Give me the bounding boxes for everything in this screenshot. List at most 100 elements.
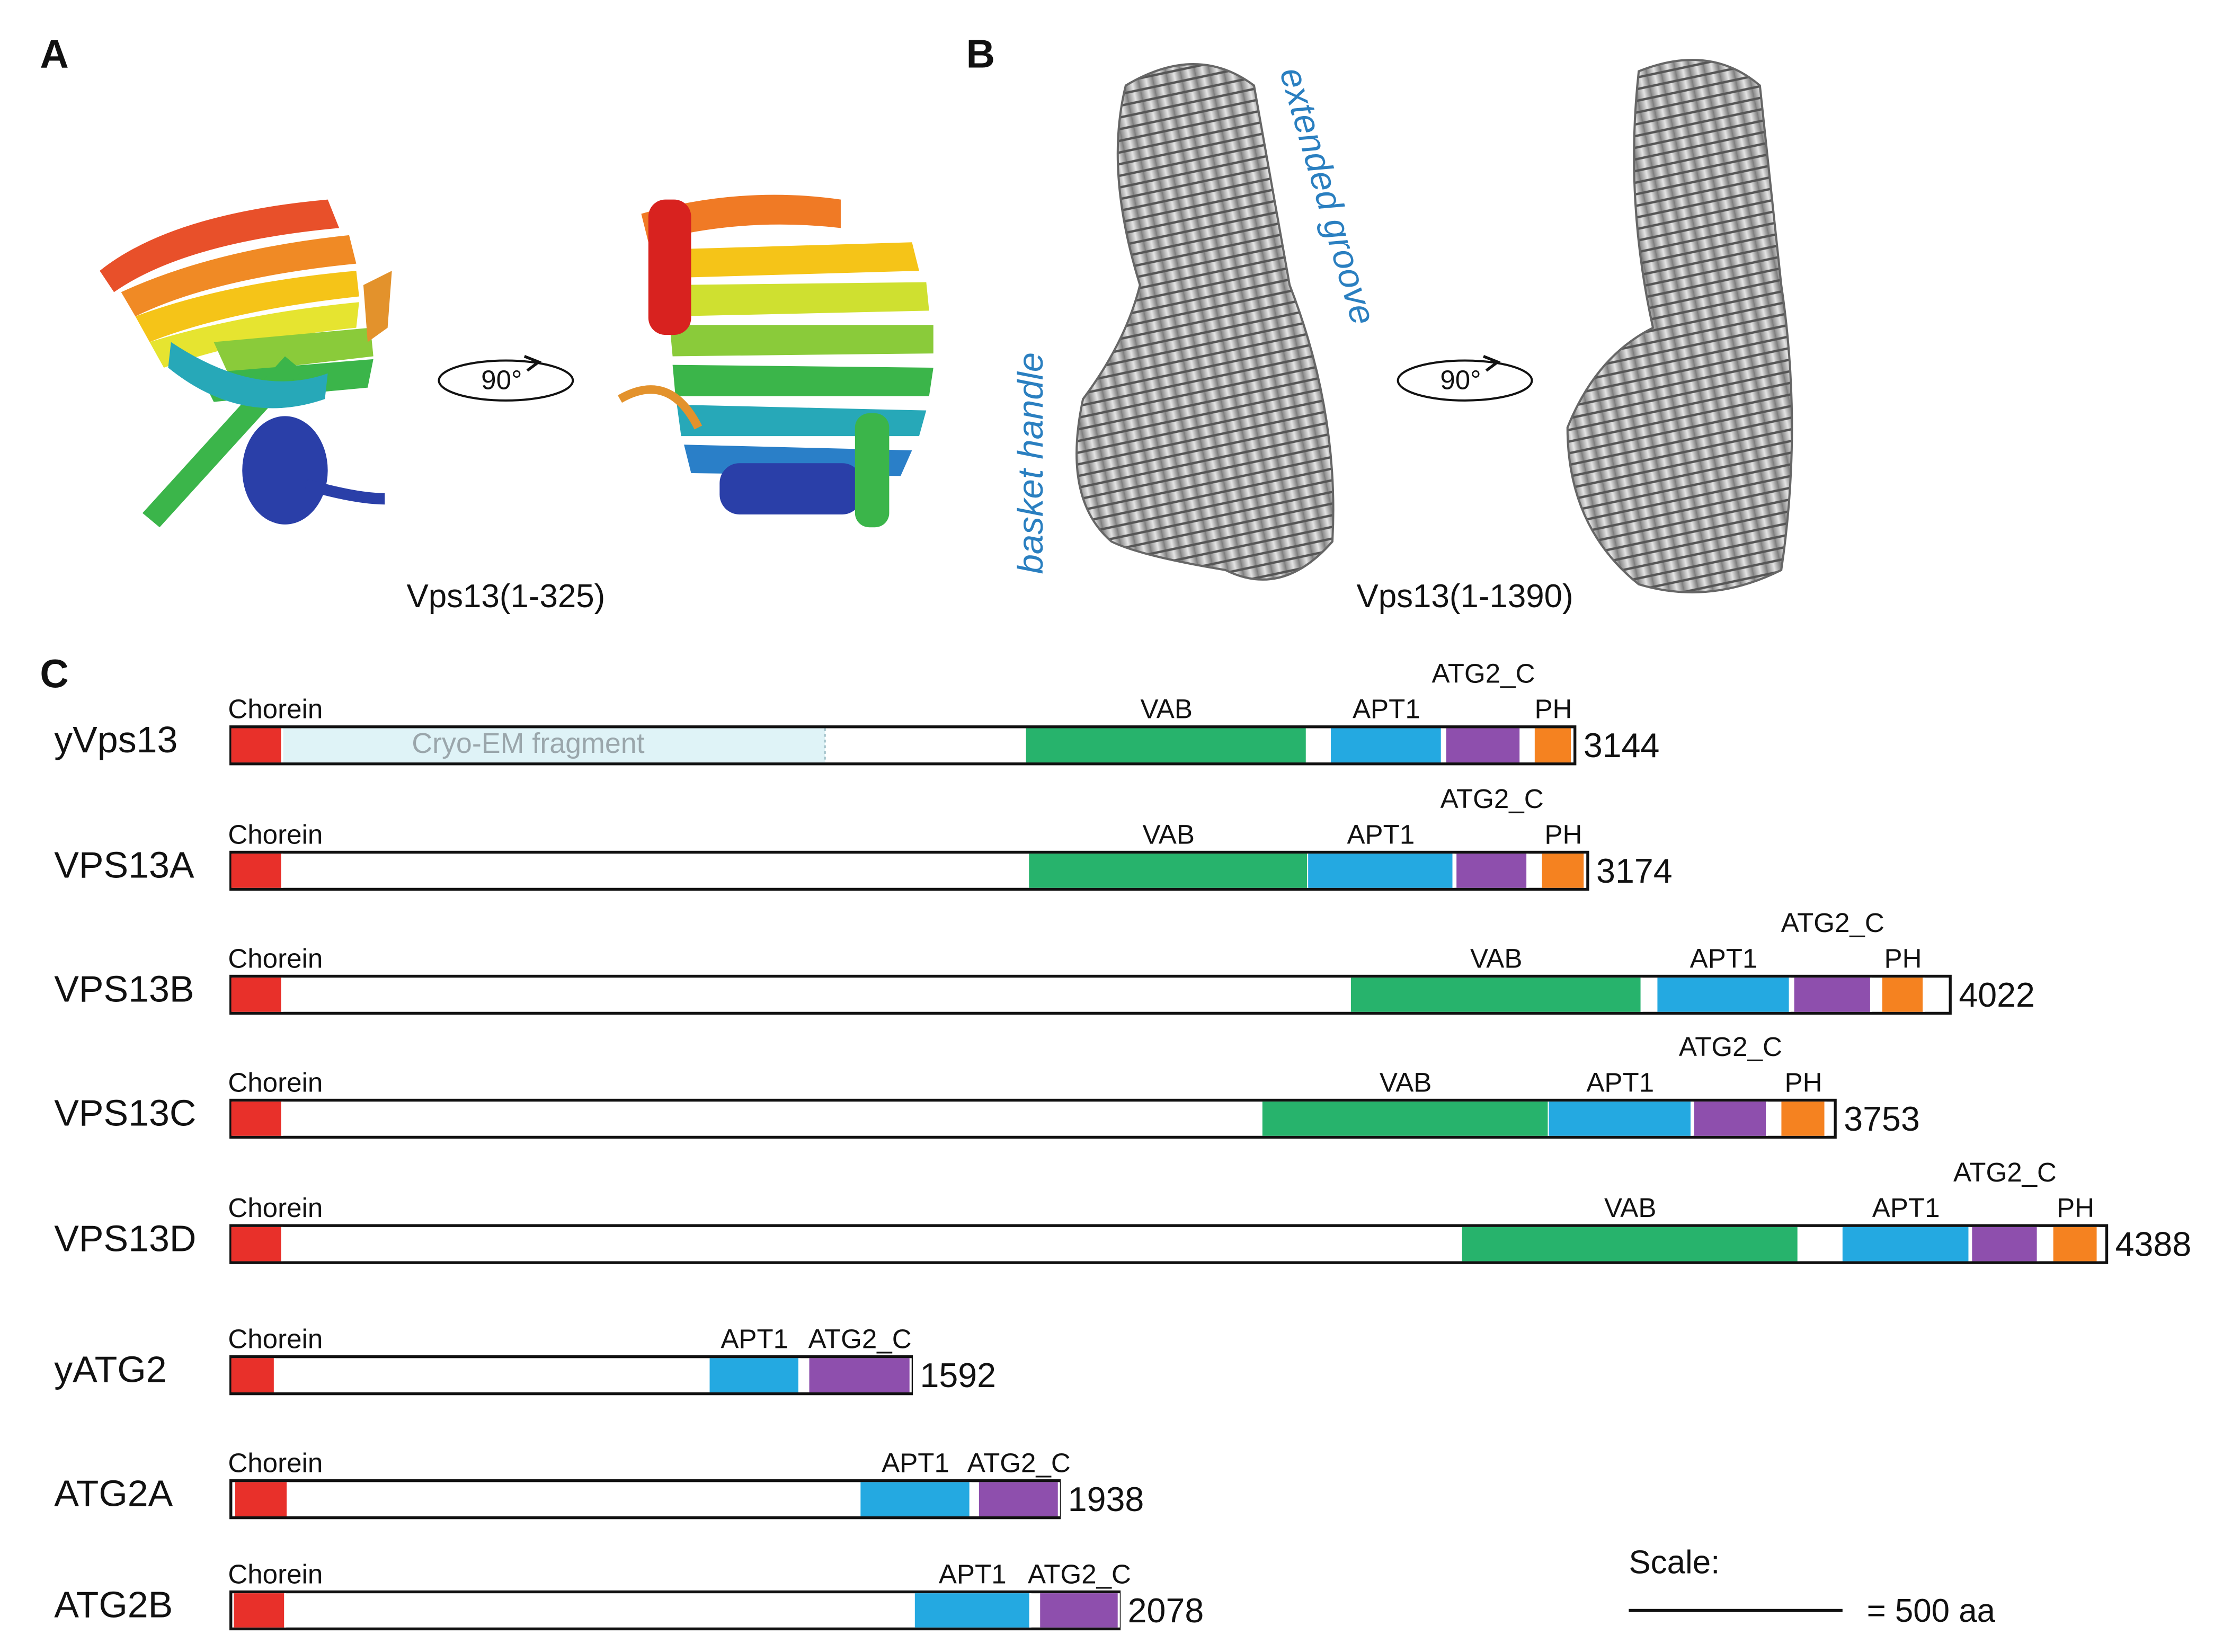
protein-name: VPS13B <box>54 969 194 1010</box>
protein-length: 1938 <box>1068 1480 1144 1518</box>
domain <box>1842 1227 1970 1262</box>
protein-name: VPS13D <box>54 1218 196 1259</box>
domain-label: Chorein <box>228 819 323 849</box>
domain <box>979 1482 1059 1516</box>
scale-title: Scale: <box>1629 1544 1720 1581</box>
domain-label: APT1 <box>1872 1193 1940 1223</box>
domain <box>2053 1227 2098 1262</box>
domain <box>1694 1102 1767 1136</box>
domain <box>231 1102 282 1136</box>
domain <box>231 728 282 763</box>
domain-label: APT1 <box>1353 694 1420 724</box>
protein-bar <box>229 1224 2109 1264</box>
domain <box>1657 978 1790 1012</box>
domain-label: VAB <box>1604 1193 1656 1223</box>
domain <box>1040 1593 1119 1628</box>
domain-label: VAB <box>1140 694 1192 724</box>
domain <box>231 978 282 1012</box>
scale-label: = 500 aa <box>1867 1593 1996 1629</box>
domain-label: ATG2_C <box>808 1324 912 1354</box>
domain-label: PH <box>1785 1067 1822 1097</box>
domain <box>1029 854 1309 888</box>
domain-label: VAB <box>1380 1067 1431 1097</box>
protein-length: 3144 <box>1584 726 1660 765</box>
domain <box>235 1482 288 1516</box>
caption: Vps13(1-325) <box>406 578 605 615</box>
domain-label: PH <box>1534 694 1572 724</box>
domain-label: Chorein <box>228 1559 323 1589</box>
protein-name: yATG2 <box>54 1349 166 1390</box>
protein-name: yVps13 <box>54 719 177 760</box>
protein-length: 4388 <box>2115 1225 2192 1264</box>
structure-a-left <box>100 199 392 528</box>
annotation: basket handle <box>1011 352 1051 574</box>
protein-name: VPS13C <box>54 1093 196 1134</box>
domain-label: PH <box>2057 1193 2094 1223</box>
domain <box>234 1593 286 1628</box>
domain-label: Chorein <box>228 1067 323 1097</box>
domain <box>1534 728 1572 763</box>
domain <box>231 1227 282 1262</box>
domain-label: Chorein <box>228 1324 323 1354</box>
domain <box>1308 854 1454 888</box>
domain <box>1794 978 1871 1012</box>
domain-label: ATG2_C <box>1028 1559 1131 1589</box>
domain <box>231 854 282 888</box>
domain-label: ATG2_C <box>1679 1032 1782 1062</box>
density-map-right <box>1566 59 1793 593</box>
domain-label: APT1 <box>939 1559 1007 1589</box>
domain-label: ATG2_C <box>1432 658 1535 688</box>
domain <box>1456 854 1528 888</box>
domain <box>809 1358 911 1392</box>
domain-label: APT1 <box>882 1448 949 1478</box>
protein-name: ATG2B <box>54 1584 173 1626</box>
domain <box>231 1358 275 1392</box>
domain-label: VAB <box>1470 943 1522 973</box>
domain <box>1462 1227 1799 1262</box>
domain <box>1026 728 1307 763</box>
domain <box>709 1358 799 1392</box>
domain-label: Chorein <box>228 694 323 724</box>
domain <box>1882 978 1924 1012</box>
domain-label: APT1 <box>1347 819 1415 849</box>
protein-name: VPS13A <box>54 845 194 886</box>
structure-a-right <box>618 194 933 528</box>
domain-label: PH <box>1544 819 1582 849</box>
domain-label: Chorein <box>228 943 323 973</box>
domain-label: ATG2_C <box>967 1448 1071 1478</box>
panel-label: B <box>966 32 995 76</box>
domain-label: Chorein <box>228 1193 323 1223</box>
density-map-left <box>1075 63 1335 581</box>
protein-name: ATG2A <box>54 1473 173 1514</box>
domain <box>860 1482 971 1516</box>
domain-label: APT1 <box>1690 943 1758 973</box>
domain-label: VAB <box>1142 819 1194 849</box>
domain <box>1262 1102 1549 1136</box>
protein-length: 2078 <box>1128 1592 1204 1630</box>
protein-length: 1592 <box>920 1356 996 1395</box>
domain-label: PH <box>1884 943 1922 973</box>
fragment <box>231 728 825 763</box>
protein-length: 3174 <box>1596 852 1673 890</box>
protein-length: 3753 <box>1844 1100 1920 1138</box>
rotation-symbol: 90° <box>1397 354 1533 402</box>
fragment-label: Cryo-EM fragment <box>412 727 644 759</box>
domain-label: ATG2_C <box>1781 908 1884 938</box>
panel-label: C <box>40 652 68 696</box>
domain <box>914 1593 1030 1628</box>
domain <box>1350 978 1642 1012</box>
domain-label: Chorein <box>228 1448 323 1478</box>
panel-label: A <box>40 32 68 76</box>
protein-length: 4022 <box>1959 976 2035 1014</box>
domain <box>1542 854 1585 888</box>
rotation-label: 90° <box>481 365 522 395</box>
domain <box>1446 728 1521 763</box>
domain <box>1549 1102 1692 1136</box>
domain <box>1781 1102 1826 1136</box>
domain-label: ATG2_C <box>1953 1157 2057 1187</box>
domain <box>1972 1227 2038 1262</box>
domain-label: APT1 <box>721 1324 788 1354</box>
domain-label: APT1 <box>1586 1067 1654 1097</box>
rotation-symbol: 90° <box>438 354 574 402</box>
domain <box>1330 728 1442 763</box>
